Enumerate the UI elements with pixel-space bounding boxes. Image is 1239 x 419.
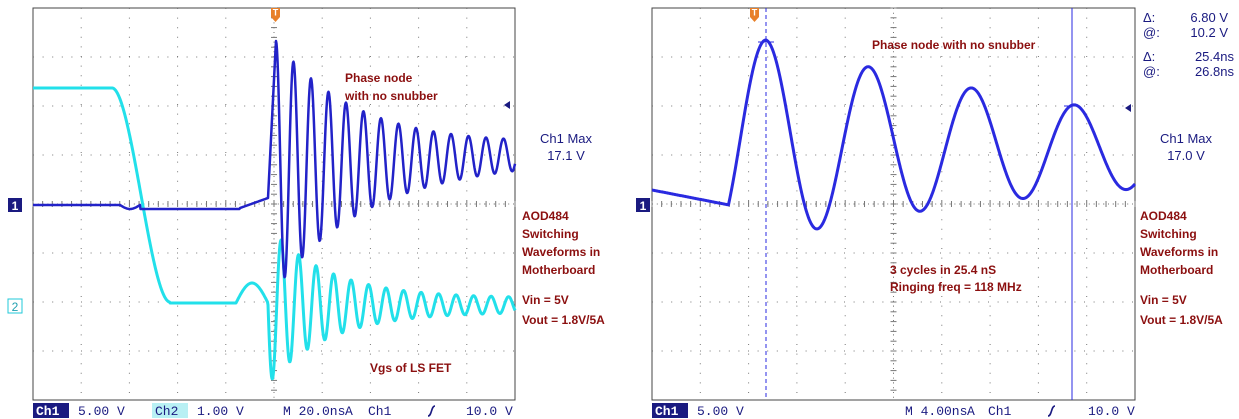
status-trigger-source: Ch1 [988, 404, 1012, 419]
cursor-label: Δ: [1143, 49, 1155, 64]
measurement-value: 17.0 V [1167, 148, 1205, 163]
status-timebase: M 4.00ns [905, 404, 967, 419]
trigger-slope [1048, 406, 1055, 416]
status-ch2: Ch2 [155, 404, 178, 419]
measurement-label: Ch1 Max [540, 131, 593, 146]
scope-screenshot: T 1 2 Phase node with no snubber Ch1 Max… [0, 0, 1239, 419]
description: Switching [522, 227, 579, 241]
status-ch1-scale: 5.00 V [697, 404, 744, 419]
cursor-label: @: [1143, 25, 1160, 40]
trace-label: 3 cycles in 25.4 nS [890, 263, 996, 277]
cursor-label: @: [1143, 64, 1160, 79]
trace-label: Ringing freq = 118 MHz [890, 280, 1022, 294]
status-ch1: Ch1 [36, 404, 60, 419]
annotation: with no snubber [344, 89, 438, 103]
cursor-value: 10.2 V [1190, 25, 1228, 40]
trigger-slope [428, 406, 435, 416]
description: Motherboard [522, 263, 595, 277]
condition: Vin = 5V [1140, 293, 1187, 307]
measurement-label: Ch1 Max [1160, 131, 1213, 146]
trigger-marker: T [752, 7, 758, 17]
status-timebase: M 20.0ns [283, 404, 345, 419]
condition: Vout = 1.8V/5A [522, 313, 605, 327]
status-mode: A [967, 404, 975, 419]
scope-left: T 1 2 Phase node with no snubber Ch1 Max… [8, 7, 605, 419]
status-trigger-level: 10.0 V [466, 404, 513, 419]
annotation: Phase node with no snubber [872, 38, 1036, 52]
description: Motherboard [1140, 263, 1213, 277]
trigger-marker: T [273, 7, 279, 17]
annotation: Phase node [345, 71, 413, 85]
cursor-value: 26.8ns [1195, 64, 1235, 79]
description: AOD484 [522, 209, 569, 223]
cursor-label: Δ: [1143, 10, 1155, 25]
condition: Vout = 1.8V/5A [1140, 313, 1223, 327]
description: Waveforms in [522, 245, 600, 259]
status-ch1-scale: 5.00 V [78, 404, 125, 419]
ch1-marker: 1 [12, 199, 19, 213]
ch2-marker: 2 [12, 300, 19, 314]
measurement-value: 17.1 V [547, 148, 585, 163]
status-ch1: Ch1 [655, 404, 679, 419]
description: Waveforms in [1140, 245, 1218, 259]
condition: Vin = 5V [522, 293, 569, 307]
status-ch2-scale: 1.00 V [197, 404, 244, 419]
status-trigger-level: 10.0 V [1088, 404, 1135, 419]
description: Switching [1140, 227, 1197, 241]
trace-label: Vgs of LS FET [370, 361, 452, 375]
description: AOD484 [1140, 209, 1187, 223]
status-trigger-source: Ch1 [368, 404, 392, 419]
status-mode: A [345, 404, 353, 419]
cursor-value: 25.4ns [1195, 49, 1235, 64]
scope-right: T 1 Phase node with no snubber Δ: 6.80 V… [636, 7, 1234, 419]
cursor-value: 6.80 V [1190, 10, 1228, 25]
ch1-marker: 1 [640, 199, 647, 213]
